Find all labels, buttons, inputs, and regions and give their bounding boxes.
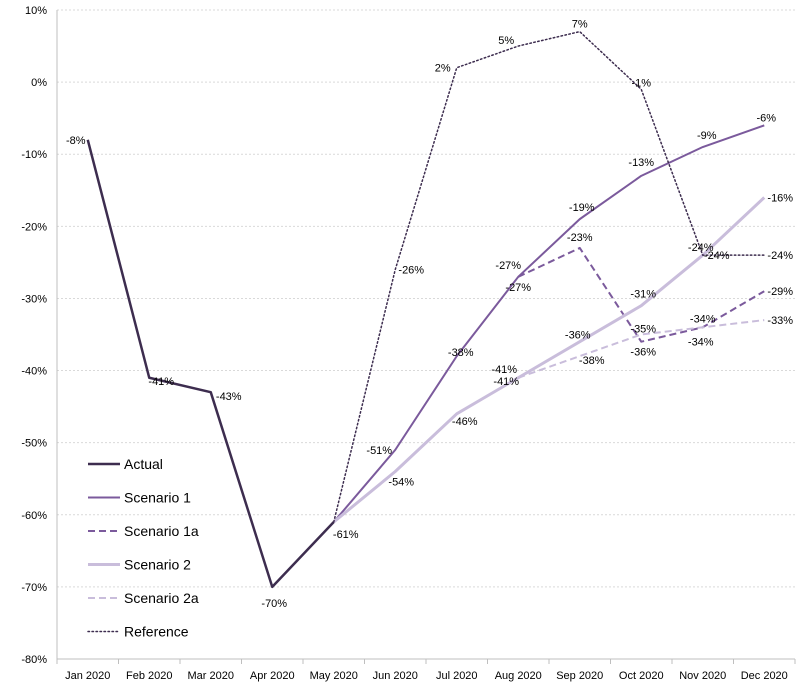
data-label: -38% [579, 355, 605, 367]
data-label: -38% [448, 347, 474, 359]
x-tick-label: Aug 2020 [495, 670, 542, 682]
x-tick-label: Jul 2020 [436, 670, 478, 682]
data-label: -43% [216, 391, 242, 403]
data-label: -1% [631, 77, 651, 89]
x-tick-label: Mar 2020 [188, 670, 234, 682]
data-label: -34% [690, 313, 716, 325]
data-label: -46% [452, 416, 478, 428]
data-label: -24% [767, 250, 793, 262]
data-label: -24% [704, 250, 730, 262]
y-tick-label: -80% [21, 654, 47, 666]
data-label: -51% [366, 445, 392, 457]
data-label: -26% [398, 265, 424, 277]
legend-label: Actual [124, 456, 163, 472]
legend-label: Reference [124, 624, 189, 640]
series-line-scenario-2 [332, 196, 766, 524]
data-label: -41% [493, 376, 519, 388]
y-tick-label: -60% [21, 510, 47, 522]
series-line-scenario-2a [517, 319, 765, 379]
data-label: -35% [630, 324, 656, 336]
data-label: -27% [495, 260, 521, 272]
axes: 10% 0% -10% -20% -30% -40% -50% -60% -70% -80% Jan… [21, 5, 796, 682]
x-tick-label: Dec 2020 [741, 670, 788, 682]
data-label: 7% [572, 19, 588, 31]
data-label: -6% [756, 112, 776, 124]
series-line-actual [86, 139, 335, 589]
data-labels: -8% -41% -43% -70% -61% -51% -38% -27% -19% -13% -… [66, 19, 793, 610]
legend-label: Scenario 2 [124, 557, 191, 573]
x-tick-label: May 2020 [310, 670, 358, 682]
data-label: -54% [388, 477, 414, 489]
data-label: -13% [628, 157, 654, 169]
data-label: -36% [630, 347, 656, 359]
y-tick-label: -30% [21, 293, 47, 305]
data-label: -36% [565, 330, 591, 342]
legend-label: Scenario 1 [124, 490, 191, 506]
data-label: -8% [66, 135, 86, 147]
series-lines [86, 30, 766, 589]
x-tick-label: Jun 2020 [373, 670, 418, 682]
series-line-scenario-1a [517, 246, 765, 343]
y-tick-label: 0% [31, 77, 47, 89]
data-label: -29% [767, 286, 793, 298]
data-label: -61% [333, 529, 359, 541]
legend-label: Scenario 2a [124, 590, 199, 606]
x-tick-label: Sep 2020 [556, 670, 603, 682]
x-tick-label: Jan 2020 [65, 670, 110, 682]
y-tick-label: -20% [21, 221, 47, 233]
data-label: -41% [491, 364, 517, 376]
data-label: -16% [767, 192, 793, 204]
y-tick-label: -40% [21, 366, 47, 378]
data-label: -27% [505, 282, 531, 294]
data-label: -9% [697, 130, 717, 142]
data-label: -70% [261, 598, 287, 610]
x-tick-label: Nov 2020 [679, 670, 726, 682]
y-tick-label: 10% [25, 5, 47, 17]
data-label: -23% [567, 232, 593, 244]
data-label: -33% [767, 315, 793, 327]
data-label: -19% [569, 202, 595, 214]
data-label: -34% [688, 336, 714, 348]
data-label: -41% [148, 376, 174, 388]
legend-label: Scenario 1a [124, 523, 199, 539]
data-label: 2% [435, 63, 451, 75]
series-line-scenario-1 [332, 124, 765, 523]
legend: Actual Scenario 1 Scenario 1a Scenario 2 Sce… [87, 456, 199, 640]
y-tick-label: -10% [21, 149, 47, 161]
x-tick-label: Oct 2020 [619, 670, 664, 682]
y-tick-label: -70% [21, 582, 47, 594]
y-tick-label: -50% [21, 438, 47, 450]
data-label: -31% [630, 289, 656, 301]
x-tick-label: Apr 2020 [250, 670, 295, 682]
data-label: -24% [688, 242, 714, 254]
x-tick-label: Feb 2020 [126, 670, 172, 682]
data-label: 5% [498, 35, 514, 47]
series-line-reference [333, 30, 765, 523]
